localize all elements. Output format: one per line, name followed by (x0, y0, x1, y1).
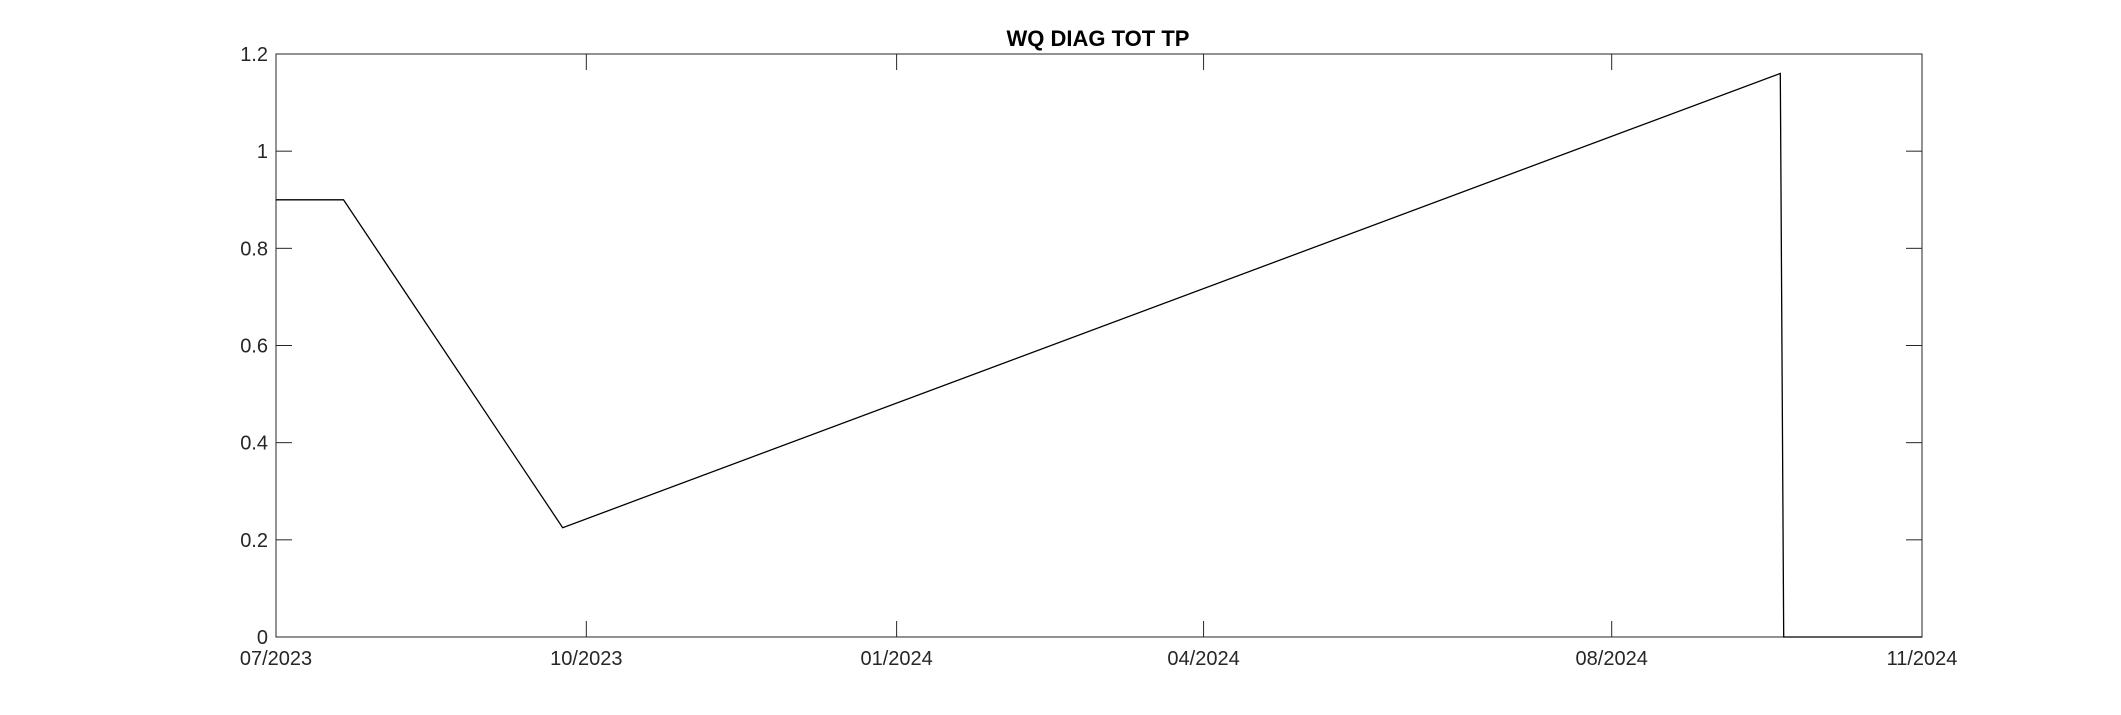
plot-area-frame (275, 53, 1923, 638)
y-tick-label: 0.4 (240, 433, 268, 455)
y-tick-label: 0 (257, 627, 268, 649)
x-tick-label: 07/2023 (240, 648, 312, 670)
y-axis: 0 0.2 0.4 0.6 0.8 1 1.2 (240, 44, 1922, 649)
series-line-0 (276, 72, 1922, 638)
chart-title: WQ DIAG TOT TP (1007, 26, 1190, 51)
series-layer (276, 72, 1922, 638)
y-tick-label: 0.2 (240, 530, 268, 552)
x-tick-label: 04/2024 (1167, 648, 1239, 670)
x-axis: 07/2023 10/2023 01/2024 04/2024 08/2024 11/20… (240, 54, 1958, 670)
x-tick-label: 08/2024 (1576, 648, 1648, 670)
x-tick-label: 10/2023 (550, 648, 622, 670)
y-tick-label: 0.6 (240, 336, 268, 358)
y-tick-label: 1.2 (240, 44, 268, 66)
x-tick-label: 11/2024 (1887, 648, 1958, 670)
x-tick-label: 01/2024 (860, 648, 932, 670)
y-tick-label: 1 (257, 141, 268, 163)
y-tick-label: 0.8 (240, 238, 268, 260)
